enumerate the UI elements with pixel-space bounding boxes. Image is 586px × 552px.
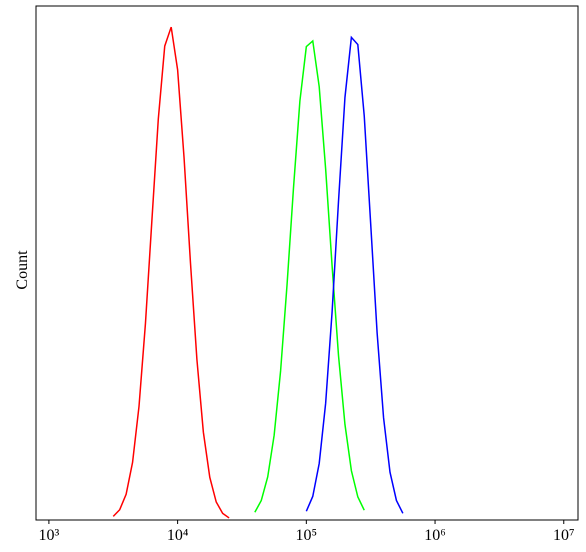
x-tick-label: 10⁶: [424, 527, 446, 544]
x-tick-label: 10⁴: [167, 527, 189, 544]
histogram-line: [254, 39, 365, 513]
histogram-line: [305, 35, 404, 514]
histogram-line: [112, 26, 230, 519]
plot-frame: [35, 5, 579, 521]
x-tick-label: 10⁷: [553, 527, 575, 544]
x-tick-label: 10³: [38, 527, 59, 544]
x-tick-label: 10⁵: [296, 527, 318, 544]
y-axis-label: Count: [14, 250, 31, 290]
